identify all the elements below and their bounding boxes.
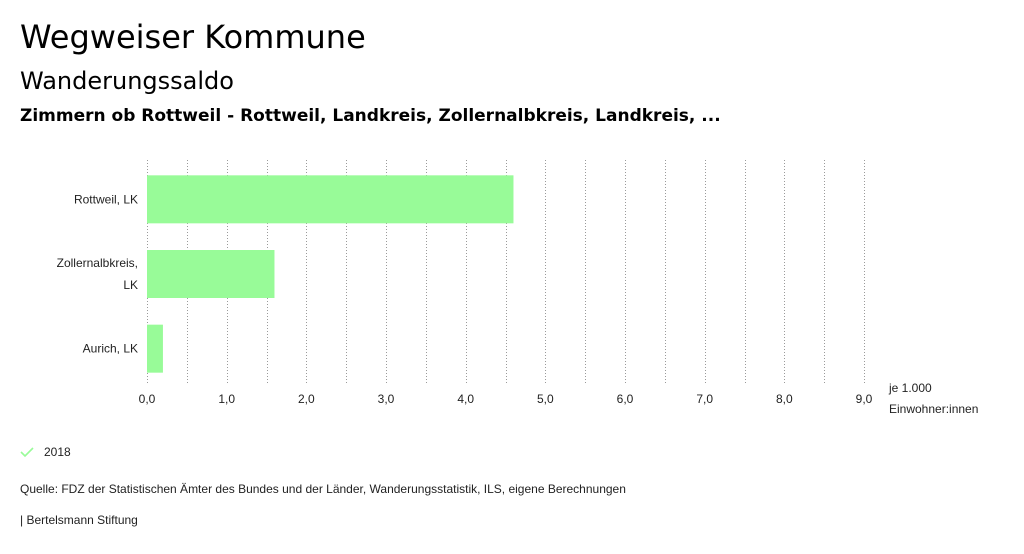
x-tick-label: 8,0 <box>776 392 793 406</box>
bar <box>147 175 514 224</box>
legend-label: 2018 <box>44 445 71 459</box>
region-label: Zimmern ob Rottweil - Rottweil, Landkrei… <box>20 106 721 126</box>
category-label: Rottweil, LK <box>74 192 138 206</box>
check-icon <box>20 447 34 458</box>
x-tick-label: 3,0 <box>378 392 395 406</box>
x-tick-label: 4,0 <box>457 392 474 406</box>
bar <box>147 324 163 373</box>
copyright-note: | Bertelsmann Stiftung <box>20 513 138 527</box>
chart-title: Wegweiser Kommune <box>20 18 366 56</box>
x-tick-label: 7,0 <box>696 392 713 406</box>
category-label: Zollernalbkreis, LK <box>57 256 138 292</box>
axis-unit-label: je 1.000 Einwohner:innen <box>888 381 978 416</box>
x-tick-label: 1,0 <box>218 392 235 406</box>
x-tick-label: 5,0 <box>537 392 554 406</box>
x-tick-label: 9,0 <box>856 392 873 406</box>
x-tick-label: 6,0 <box>617 392 634 406</box>
legend-item-2018[interactable]: 2018 <box>20 443 71 461</box>
source-note: Quelle: FDZ der Statistischen Ämter des … <box>20 482 626 496</box>
x-tick-label: 2,0 <box>298 392 315 406</box>
chart-subtitle: Wanderungssaldo <box>20 67 234 95</box>
bar <box>147 250 275 298</box>
category-label: Aurich, LK <box>83 342 138 356</box>
x-tick-label: 0,0 <box>139 392 156 406</box>
